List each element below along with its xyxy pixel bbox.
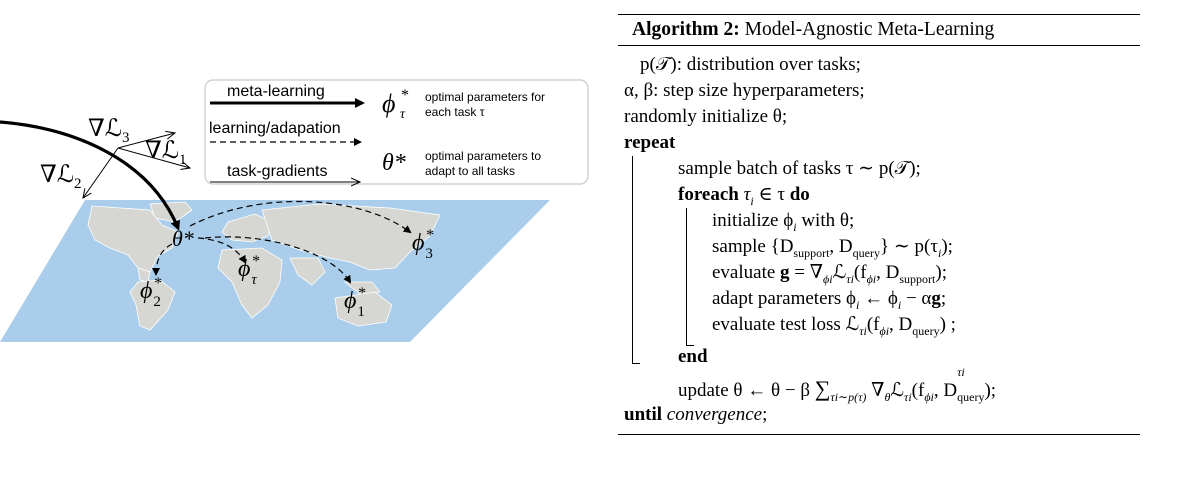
algo-line-evaluate-gradient: evaluate g = ∇ϕiℒτi(fϕi, Dsupport); xyxy=(712,262,947,286)
adapt-path-phi2 xyxy=(152,243,173,276)
legend-phi-tau-desc-2: each task τ xyxy=(425,105,485,119)
gradient-labels: ∇ℒ3 ∇ℒ1 ∇ℒ2 xyxy=(40,116,187,192)
map-labels: θ* ϕ* 3 ϕ* τ ϕ* 1 ϕ* 2 xyxy=(140,226,433,320)
grad-L3-label: ∇ℒ3 xyxy=(88,116,130,146)
algo-line-task-distribution: p(𝒯): distribution over tasks; xyxy=(640,54,861,75)
legend-learning-adaptation-label: learning/adapation xyxy=(209,120,341,137)
algorithm-title-rule xyxy=(618,45,1140,46)
algo-line-sample-batch: sample batch of tasks τ ∼ p(𝒯); xyxy=(678,158,921,179)
meta-learning-path xyxy=(0,120,180,231)
adapt-path-phitau xyxy=(197,237,247,264)
phi2-label: ϕ* 2 xyxy=(140,275,161,310)
adapt-path-phi3 xyxy=(189,200,412,234)
legend-phi-tau-sub: τ xyxy=(400,107,406,122)
phi1-label: ϕ* 1 xyxy=(344,285,365,320)
algo-line-step-sizes: α, β: step size hyperparameters; xyxy=(624,80,865,101)
grad-L1-label: ∇ℒ1 xyxy=(145,138,187,168)
adaptation-paths xyxy=(152,200,412,284)
algorithm-top-rule xyxy=(618,14,1140,15)
legend-theta-desc-1: optimal parameters to xyxy=(425,149,541,163)
legend-phi-tau-desc-1: optimal parameters for xyxy=(425,90,545,104)
theta-star-label: θ* xyxy=(172,226,194,251)
legend-theta-star-symbol: θ* xyxy=(382,150,406,176)
algorithm-title: Algorithm 2: Model-Agnostic Meta-Learnin… xyxy=(632,19,995,40)
algo-line-test-loss: evaluate test loss ℒτi(fϕi, Dquery) ; xyxy=(712,314,956,338)
gradient-arrow-2 xyxy=(83,147,119,198)
algo-line-end: end xyxy=(678,346,708,367)
foreach-block-bar xyxy=(686,208,694,346)
algo-line-sample-support-query: sample {Dsupport, Dquery} ∼ p(τi); xyxy=(712,236,953,260)
gradient-arrow-3 xyxy=(117,133,175,149)
algo-line-adapt-parameters: adapt parameters ϕi ← ϕi − αg; xyxy=(712,288,947,312)
algorithm-bottom-rule xyxy=(618,434,1140,435)
phi3-label: ϕ* 3 xyxy=(412,227,433,262)
algo-line-init-phi: initialize ϕi with θ; xyxy=(712,210,855,234)
phitau-label: ϕ* τ xyxy=(238,253,259,288)
world-map-land xyxy=(87,201,441,331)
gradient-arrow-1 xyxy=(117,147,190,168)
repeat-block-bar xyxy=(632,156,640,364)
legend-theta-desc-2: adapt to all tasks xyxy=(425,164,515,178)
legend: meta-learning learning/adapation task-gr… xyxy=(209,83,545,182)
algorithm-box: Algorithm 2: Model-Agnostic Meta-Learnin… xyxy=(618,14,1140,435)
adapt-path-phi1 xyxy=(204,236,352,284)
legend-box xyxy=(204,79,589,185)
algo-line-repeat: repeat xyxy=(624,132,676,153)
legend-phi-tau-symbol: ϕ xyxy=(382,89,395,118)
legend-task-gradients-label: task-gradients xyxy=(227,163,328,180)
legend-phi-tau-sup: * xyxy=(401,87,409,104)
maml-diagram: meta-learning learning/adapation task-gr… xyxy=(0,79,589,342)
legend-meta-learning-label: meta-learning xyxy=(227,83,325,100)
algo-line-foreach: foreach τi ∈ τ do xyxy=(678,184,810,208)
grad-L2-label: ∇ℒ2 xyxy=(40,162,82,192)
algo-line-init-theta: randomly initialize θ; xyxy=(624,106,788,127)
algorithm-body: p(𝒯): distribution over tasks; α, β: ste… xyxy=(618,46,1140,425)
algo-line-until: until convergence; xyxy=(624,404,768,425)
